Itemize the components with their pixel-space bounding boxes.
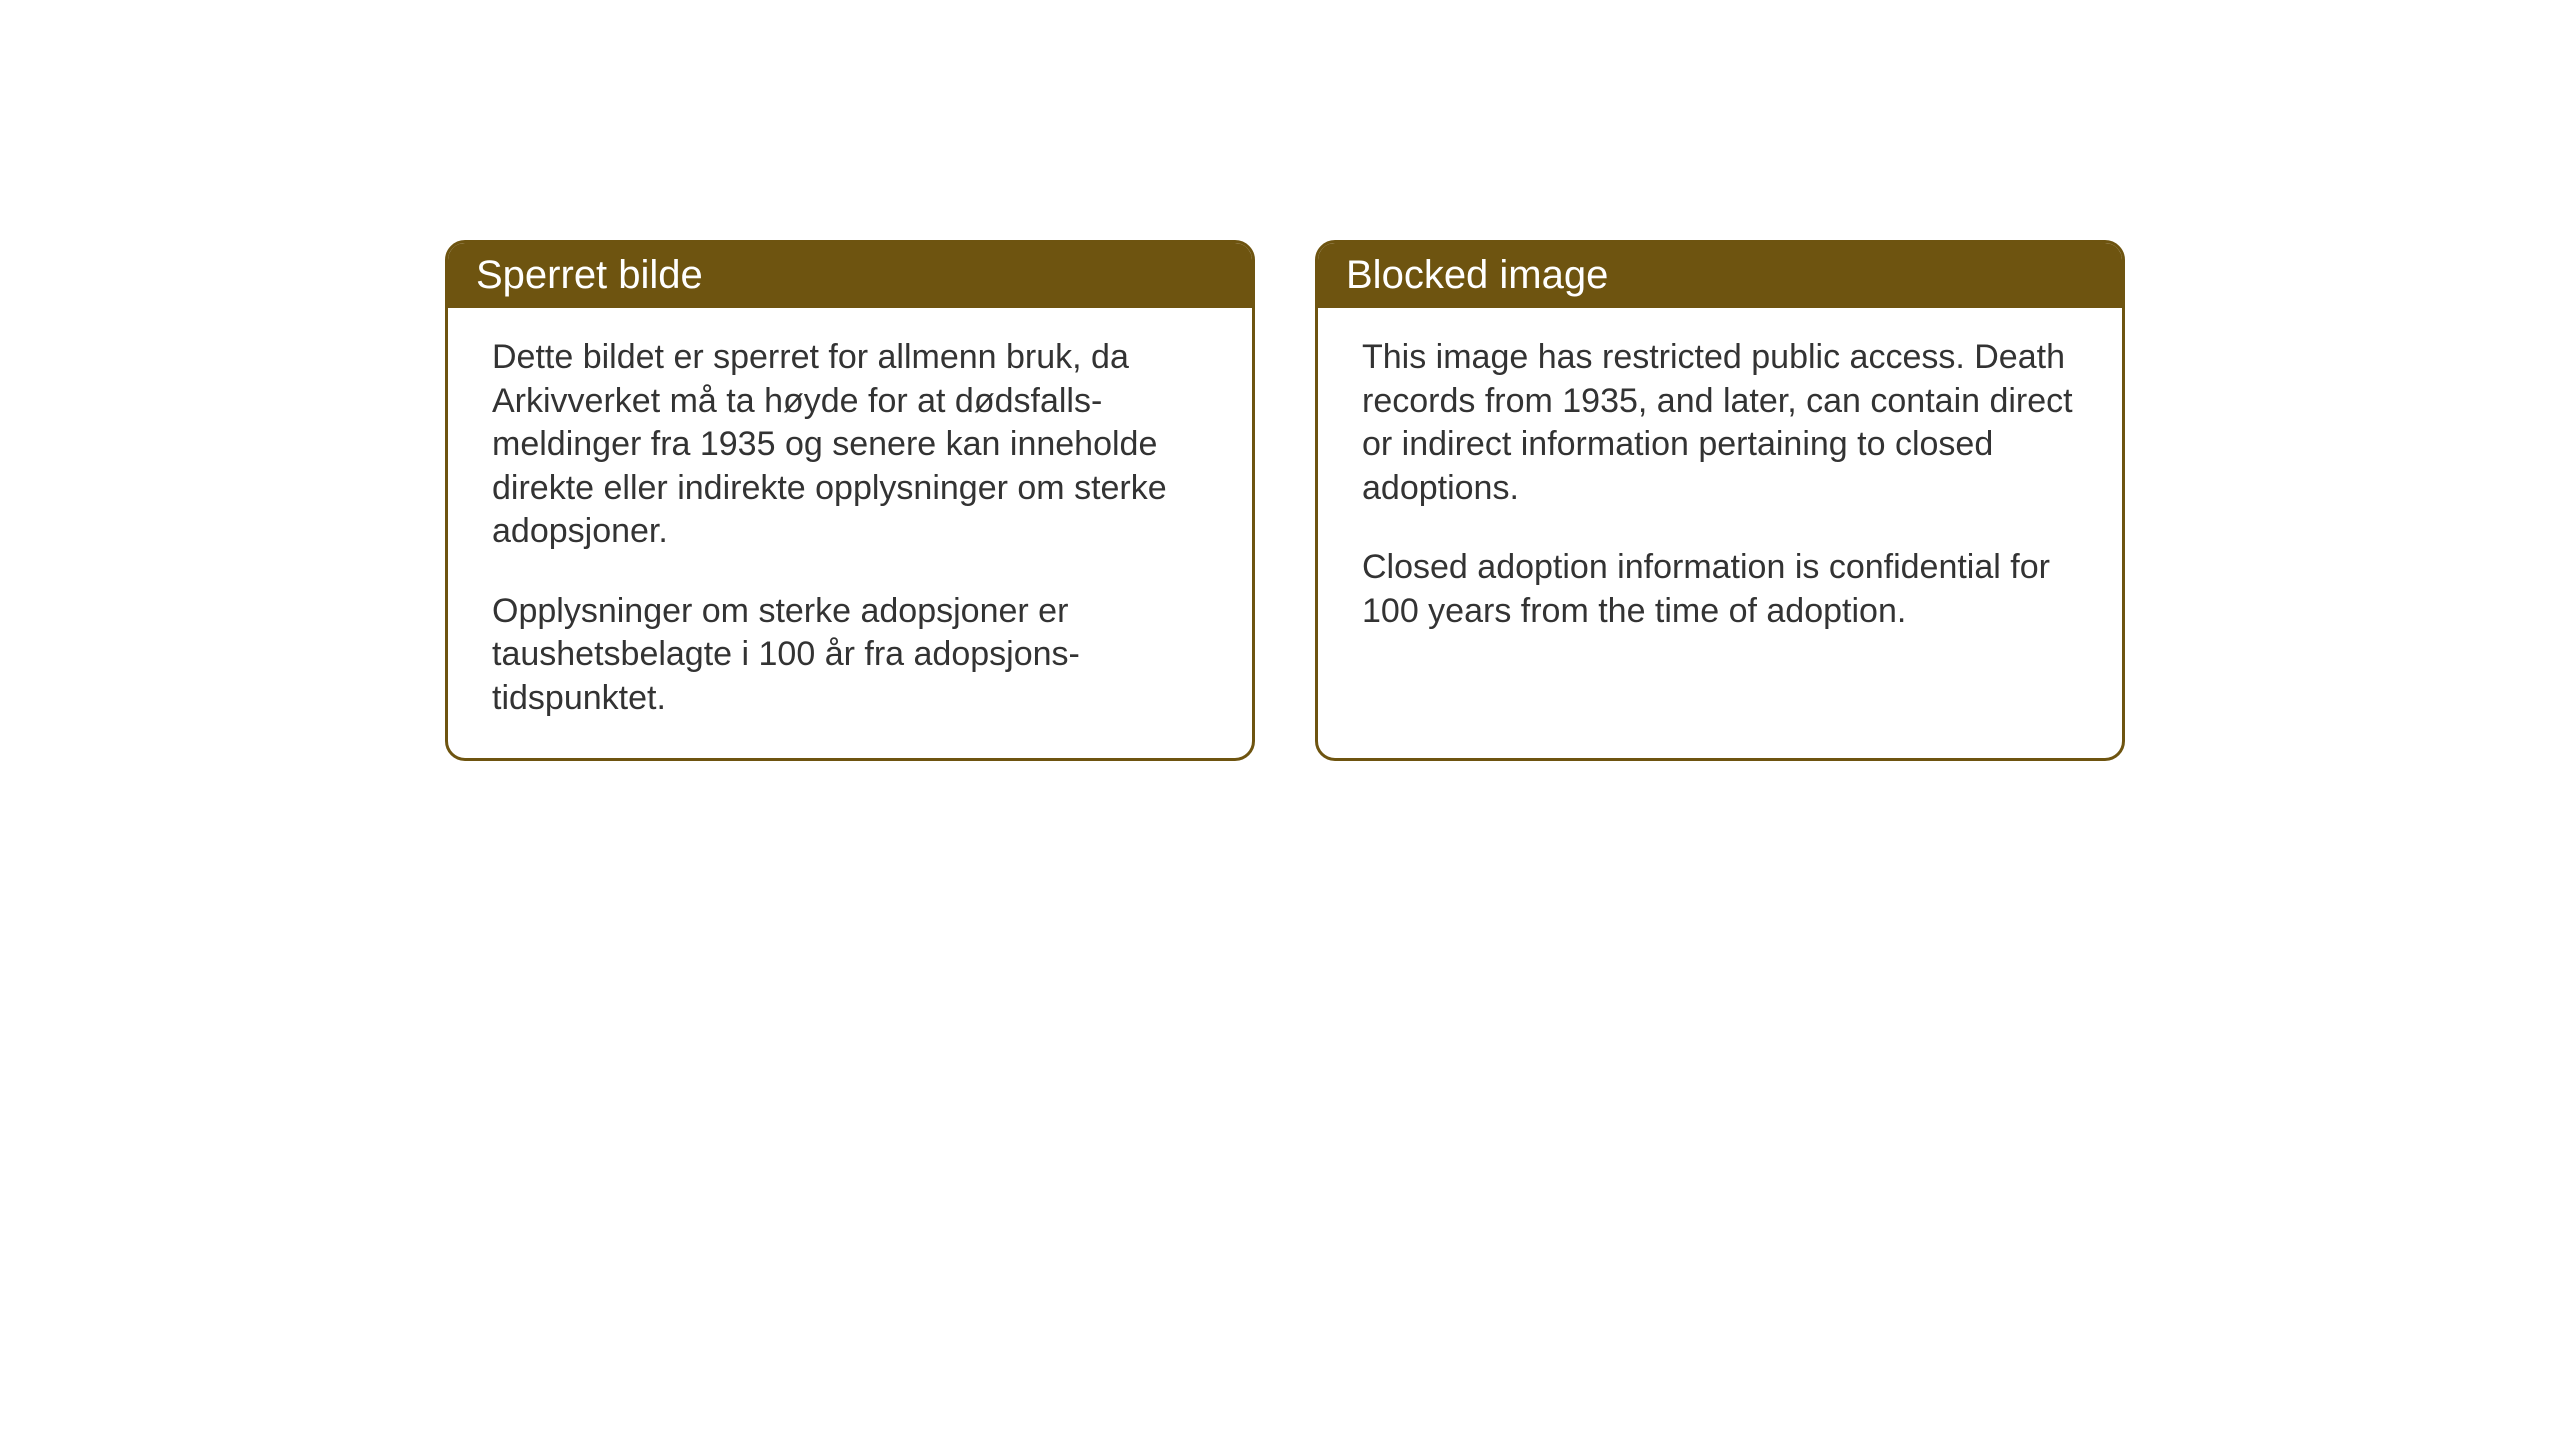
card-header-english: Blocked image [1318,243,2122,308]
card-title-norwegian: Sperret bilde [476,253,703,297]
card-paragraph-1-norwegian: Dette bildet er sperret for allmenn bruk… [492,336,1208,554]
card-title-english: Blocked image [1346,253,1608,297]
notice-card-norwegian: Sperret bilde Dette bildet er sperret fo… [445,240,1255,761]
card-paragraph-2-norwegian: Opplysninger om sterke adopsjoner er tau… [492,590,1208,721]
card-header-norwegian: Sperret bilde [448,243,1252,308]
card-body-english: This image has restricted public access.… [1318,308,2122,738]
notice-card-english: Blocked image This image has restricted … [1315,240,2125,761]
notice-cards-container: Sperret bilde Dette bildet er sperret fo… [445,240,2125,761]
card-paragraph-1-english: This image has restricted public access.… [1362,336,2078,510]
card-body-norwegian: Dette bildet er sperret for allmenn bruk… [448,308,1252,758]
card-paragraph-2-english: Closed adoption information is confident… [1362,546,2078,633]
